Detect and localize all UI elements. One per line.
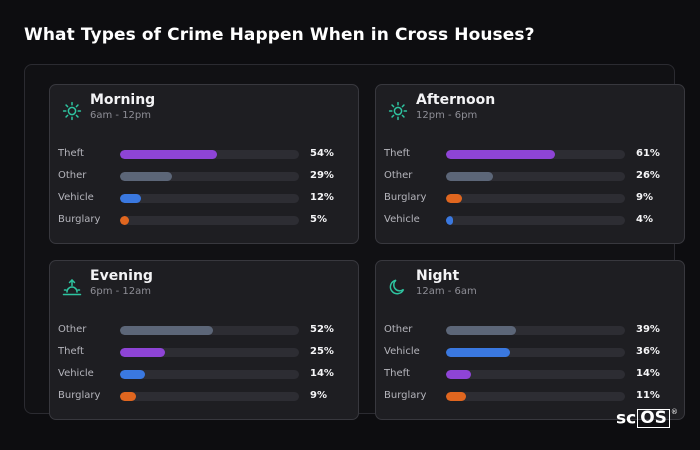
bar-track: [446, 326, 625, 335]
bar-row-vehicle: Vehicle 14%: [50, 365, 358, 385]
bar-track: [120, 370, 299, 379]
sunset-icon: [62, 277, 82, 297]
panel-title: Night: [416, 268, 460, 284]
bar-track: [446, 370, 625, 379]
data-label: 26%: [636, 170, 660, 181]
data-label: 25%: [310, 346, 334, 357]
data-label: 9%: [636, 192, 653, 203]
bar-label: Burglary: [384, 390, 427, 401]
bar: [120, 392, 137, 401]
page-title: What Types of Crime Happen When in Cross…: [24, 25, 535, 45]
bar-track: [446, 172, 625, 181]
bar-track: [120, 216, 299, 225]
bar: [446, 150, 556, 159]
bar-label: Other: [384, 170, 413, 181]
panel-subtitle: 6am - 12pm: [90, 110, 152, 121]
panel-title: Morning: [90, 92, 156, 108]
panel-subtitle: 6pm - 12am: [90, 286, 152, 297]
data-label: 54%: [310, 148, 334, 159]
bar-row-burglary: Burglary 11%: [376, 387, 684, 407]
data-label: 39%: [636, 324, 660, 335]
bar-track: [120, 348, 299, 357]
data-label: 12%: [310, 192, 334, 203]
bar-row-other: Other 39%: [376, 321, 684, 341]
data-label: 14%: [310, 368, 334, 379]
bar: [120, 326, 214, 335]
bar: [446, 216, 454, 225]
bar: [446, 172, 493, 181]
bar-label: Theft: [384, 368, 410, 379]
bar: [446, 370, 472, 379]
bar-label: Vehicle: [384, 346, 420, 357]
bar-label: Other: [384, 324, 413, 335]
bar-track: [446, 216, 625, 225]
data-label: 61%: [636, 148, 660, 159]
panel-afternoon: Afternoon 12pm - 6pm Theft 61% Other 26% Burgl…: [375, 84, 685, 244]
panel-morning: Morning 6am - 12pm Theft 54% Other 29% Vehicle…: [49, 84, 359, 244]
panel-title: Evening: [90, 268, 153, 284]
sun-icon: [62, 101, 82, 121]
bar-label: Burglary: [58, 390, 101, 401]
bar-row-theft: Theft 54%: [50, 145, 358, 165]
bar: [120, 370, 146, 379]
bar-row-vehicle: Vehicle 12%: [50, 189, 358, 209]
bar-row-other: Other 26%: [376, 167, 684, 187]
bar-track: [120, 172, 299, 181]
bar-track: [446, 194, 625, 203]
panel-title: Afternoon: [416, 92, 496, 108]
bar-track: [120, 150, 299, 159]
panel-night: Night 12am - 6am Other 39% Vehicle 36% Theft 14…: [375, 260, 685, 420]
bar: [120, 194, 142, 203]
bar-label: Theft: [58, 148, 84, 159]
panel-evening: Evening 6pm - 12am Other 52% Theft 25% Vehicle…: [49, 260, 359, 420]
bar-row-other: Other 29%: [50, 167, 358, 187]
bar-label: Vehicle: [384, 214, 420, 225]
bar: [120, 348, 165, 357]
data-label: 52%: [310, 324, 334, 335]
data-label: 5%: [310, 214, 327, 225]
bar-row-burglary: Burglary 9%: [50, 387, 358, 407]
bar: [120, 216, 129, 225]
bar: [446, 194, 463, 203]
bar-row-theft: Theft 14%: [376, 365, 684, 385]
bar-row-burglary: Burglary 5%: [50, 211, 358, 231]
bar-row-burglary: Burglary 9%: [376, 189, 684, 209]
bar-label: Other: [58, 324, 87, 335]
bar-label: Theft: [384, 148, 410, 159]
data-label: 11%: [636, 390, 660, 401]
bar-row-other: Other 52%: [50, 321, 358, 341]
bar-track: [446, 150, 625, 159]
moon-icon: [388, 277, 408, 297]
bar-track: [446, 348, 625, 357]
bar-label: Burglary: [58, 214, 101, 225]
bar-track: [446, 392, 625, 401]
bar-track: [120, 194, 299, 203]
bar: [446, 326, 516, 335]
bar-track: [120, 392, 299, 401]
data-label: 9%: [310, 390, 327, 401]
bar-track: [120, 326, 299, 335]
data-label: 29%: [310, 170, 334, 181]
bar-row-theft: Theft 25%: [50, 343, 358, 363]
bar-row-vehicle: Vehicle 36%: [376, 343, 684, 363]
bar-label: Other: [58, 170, 87, 181]
bar: [446, 348, 511, 357]
bar: [120, 172, 172, 181]
data-label: 4%: [636, 214, 653, 225]
bar-row-theft: Theft 61%: [376, 145, 684, 165]
panel-subtitle: 12pm - 6pm: [416, 110, 478, 121]
bar-label: Theft: [58, 346, 84, 357]
bar: [446, 392, 466, 401]
data-label: 14%: [636, 368, 660, 379]
brand-logo: sc OS ®: [616, 408, 678, 429]
data-label: 36%: [636, 346, 660, 357]
sun-icon: [388, 101, 408, 121]
bar-row-vehicle: Vehicle 4%: [376, 211, 684, 231]
bar: [120, 150, 217, 159]
panel-subtitle: 12am - 6am: [416, 286, 477, 297]
bar-label: Burglary: [384, 192, 427, 203]
bar-label: Vehicle: [58, 368, 94, 379]
bar-label: Vehicle: [58, 192, 94, 203]
